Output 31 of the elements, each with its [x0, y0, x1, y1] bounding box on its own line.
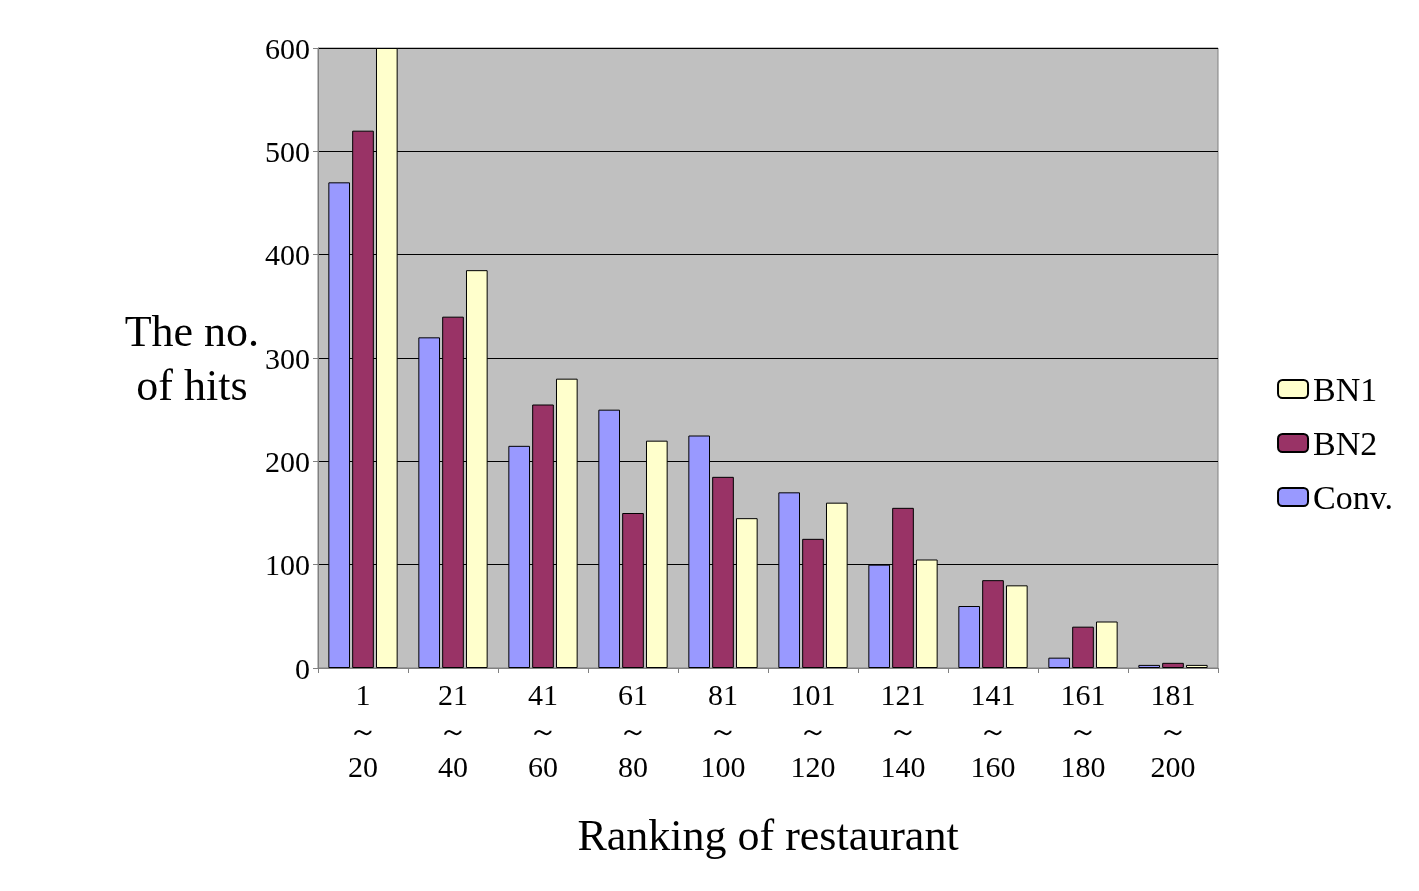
- bar: [1162, 662, 1184, 668]
- y-tick-label: 0: [295, 651, 310, 685]
- legend-label: BN1: [1313, 370, 1378, 408]
- bar: [1048, 657, 1071, 668]
- y-axis-title: The no. of hits: [124, 306, 260, 410]
- x-tick-label: 101～120: [790, 677, 836, 783]
- y-tick-label: 200: [265, 444, 310, 478]
- x-tick-label: 21～40: [438, 677, 468, 783]
- bar: [1005, 585, 1028, 668]
- x-tick-label: 141～160: [970, 677, 1016, 783]
- x-axis-title: Ranking of restaurant: [577, 810, 959, 860]
- legend-label: BN2: [1313, 424, 1378, 462]
- x-tick-label: 161～180: [1060, 677, 1106, 783]
- x-tick-label: 181～200: [1150, 677, 1196, 783]
- y-tick-label: 400: [265, 238, 310, 272]
- bar: [958, 606, 981, 668]
- x-tick-label: 81～100: [700, 677, 746, 783]
- x-tick-label: 121～140: [880, 677, 926, 783]
- bar: [1185, 664, 1208, 668]
- x-tick-label: 61～80: [618, 677, 648, 783]
- y-tick-label: 100: [265, 548, 310, 582]
- y-tick-label: 500: [265, 134, 310, 168]
- y-tick-label: 600: [265, 31, 310, 65]
- bar: [982, 580, 1004, 668]
- x-tick-label: 41～60: [528, 677, 558, 783]
- x-tick-label: 1～20: [348, 677, 378, 783]
- y-tick-label: 300: [265, 341, 310, 375]
- legend-label: Conv.: [1313, 478, 1394, 516]
- bar: [1138, 664, 1161, 668]
- bar: [1072, 626, 1094, 668]
- bar: [1095, 621, 1118, 668]
